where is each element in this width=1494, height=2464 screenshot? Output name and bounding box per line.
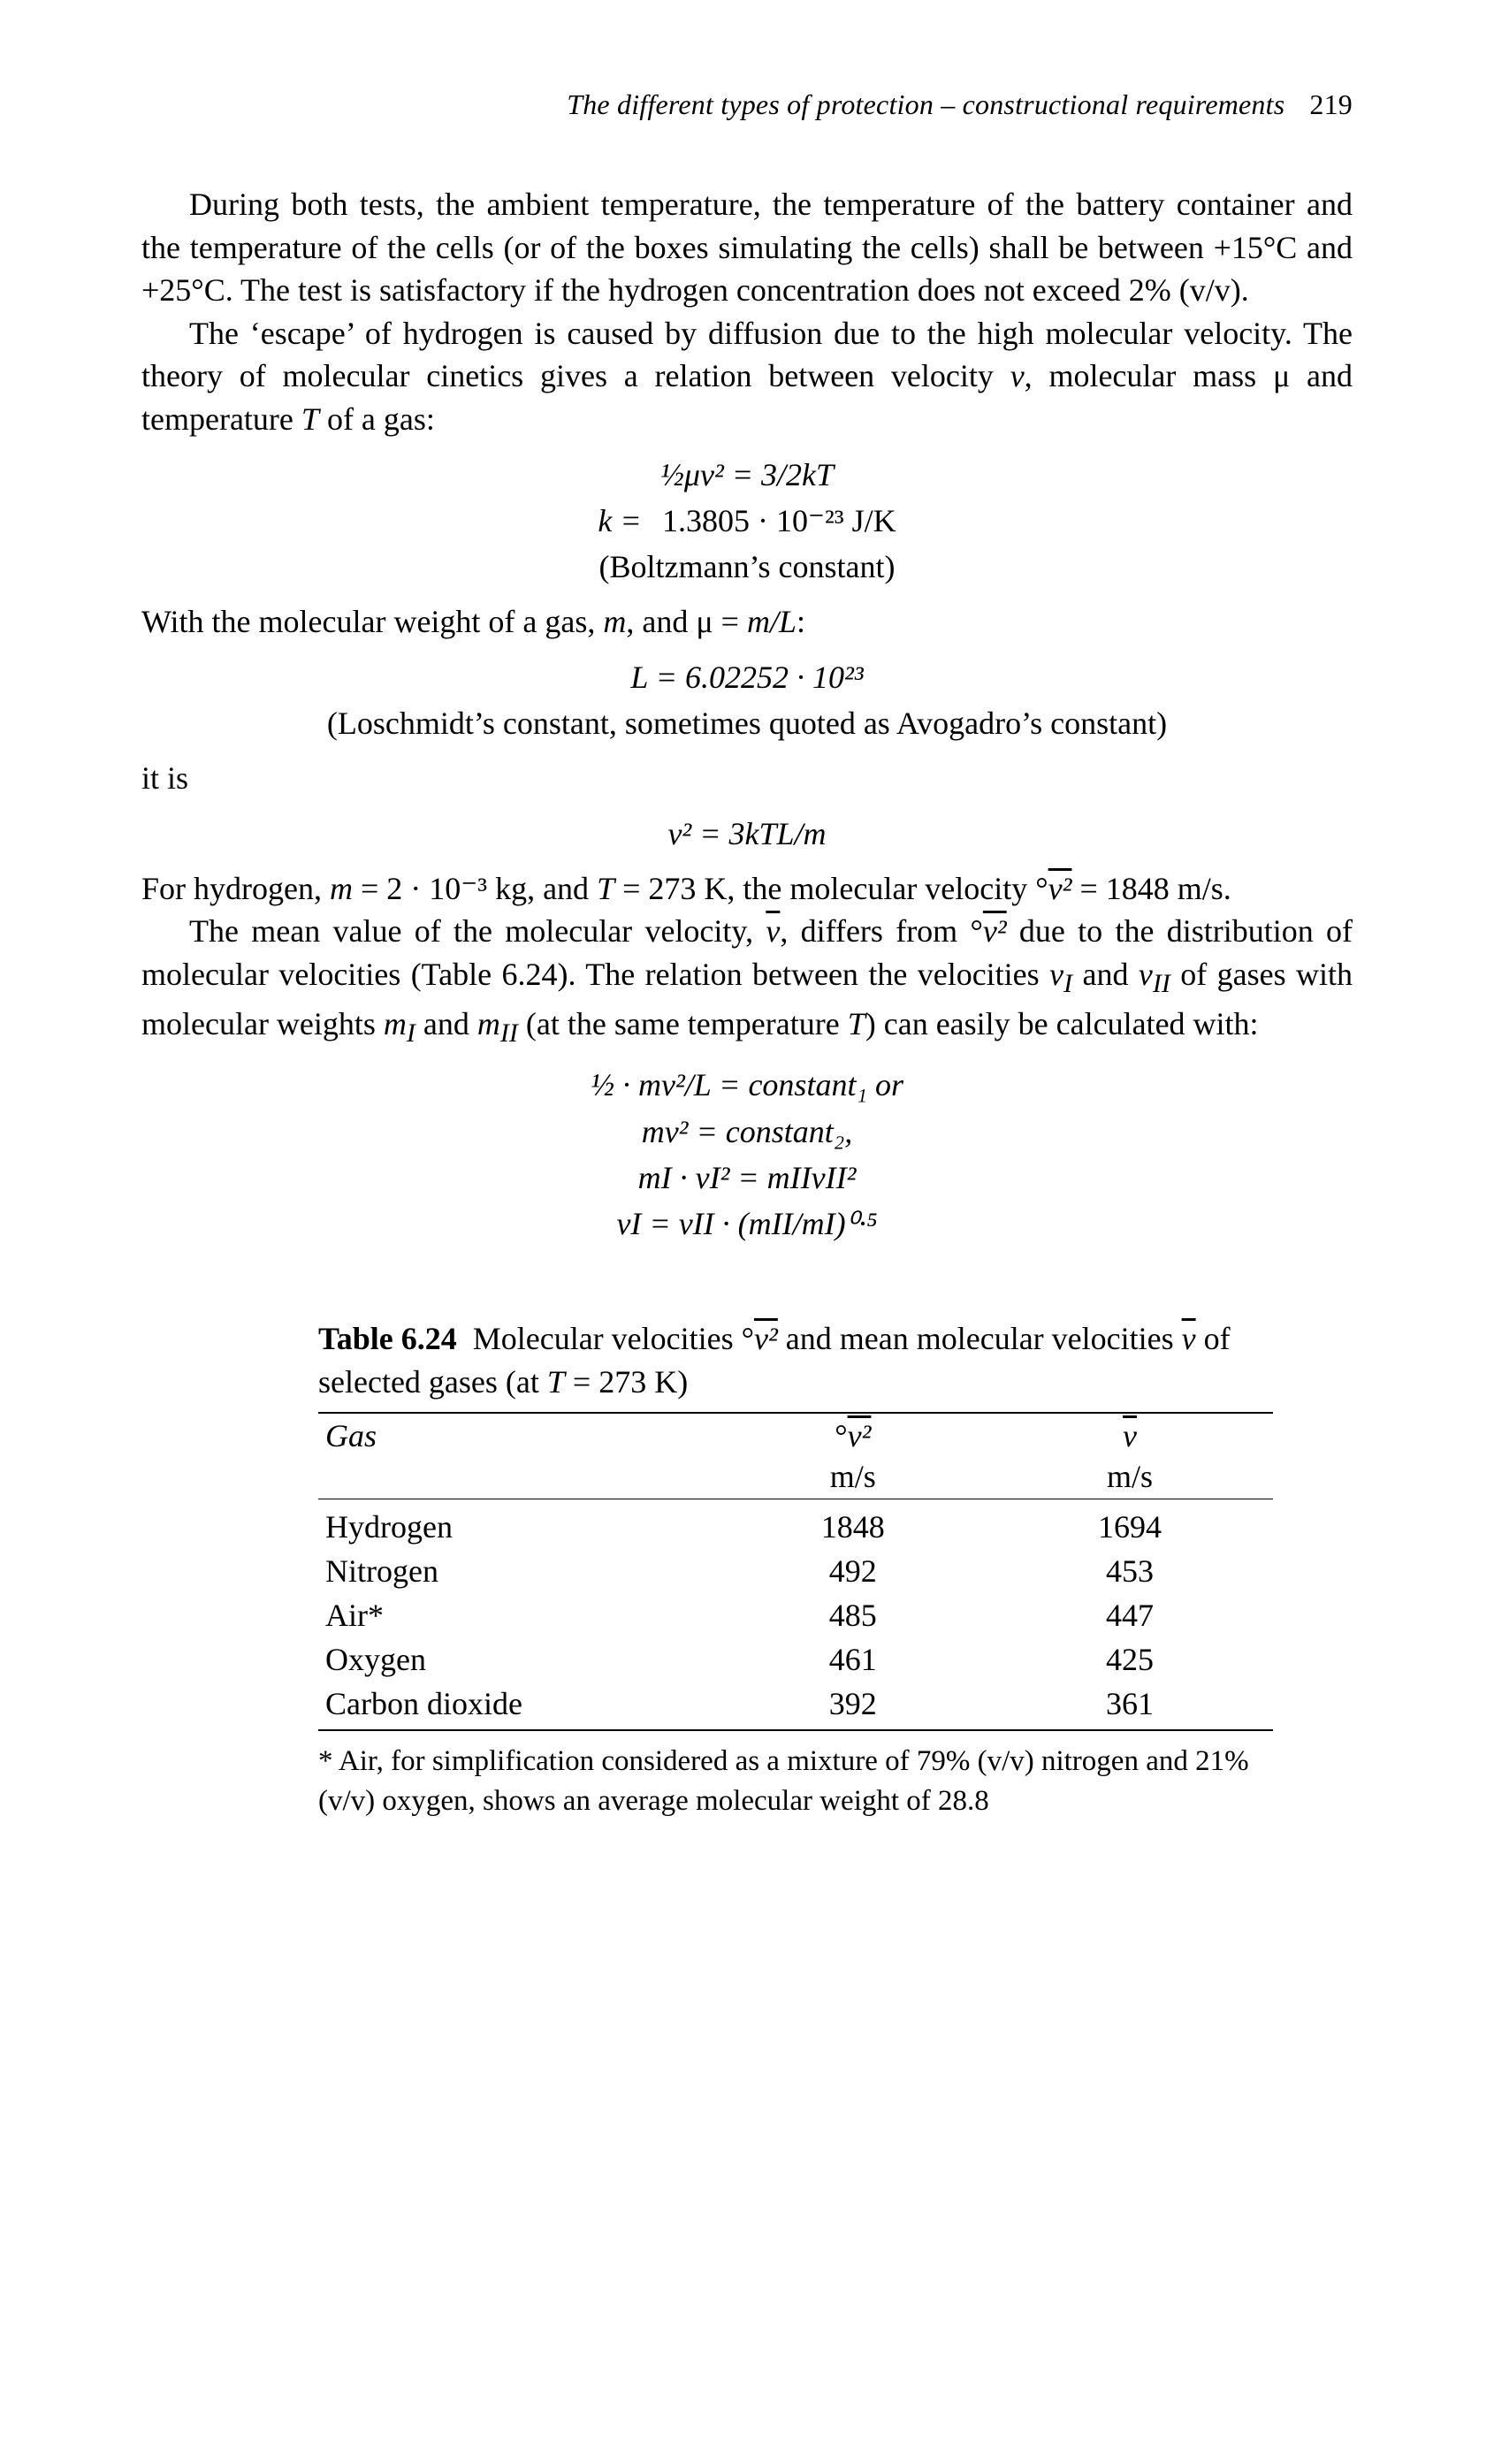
- symbol-T: T: [301, 401, 319, 437]
- table-row: Nitrogen492453: [318, 1549, 1273, 1593]
- paragraph-2c: of a gas:: [319, 401, 435, 437]
- cell-gas: Oxygen: [318, 1637, 720, 1682]
- paragraph-5g: (at the same temperature: [518, 1006, 848, 1041]
- cell-v2: 492: [720, 1549, 987, 1593]
- equation-block-3: v² = 3kTL/m: [141, 811, 1353, 857]
- running-header: The different types of protection – cons…: [141, 88, 1353, 121]
- symbol-T-2: T: [597, 871, 614, 906]
- cell-v2: 392: [720, 1682, 987, 1730]
- cell-v2: 461: [720, 1637, 987, 1682]
- table-caption-T: T: [547, 1364, 565, 1400]
- paragraph-5h: ) can easily be calculated with:: [865, 1006, 1259, 1041]
- col-header-v: v: [987, 1413, 1273, 1458]
- col-header-v-unit: m/s: [987, 1458, 1273, 1499]
- equation-block-2: L = 6.02252 · 10²³ (Loschmidt’s constant…: [141, 654, 1353, 746]
- running-title: The different types of protection – cons…: [567, 88, 1284, 120]
- symbol-m: m: [603, 604, 626, 639]
- table-header-row-1: Gas °v² v: [318, 1413, 1273, 1458]
- paragraph-3a: With the molecular weight of a gas,: [141, 604, 603, 639]
- symbol-v: v: [1010, 358, 1025, 393]
- table-caption-v2: v²: [754, 1321, 778, 1356]
- table-row: Carbon dioxide392361: [318, 1682, 1273, 1730]
- symbol-vI: vI: [1049, 957, 1072, 992]
- col-header-gas: Gas: [318, 1413, 720, 1458]
- paragraph-5f: and: [415, 1006, 477, 1041]
- table-row: Oxygen461425: [318, 1637, 1273, 1682]
- table-caption-b: and mean molecular velocities: [778, 1321, 1182, 1356]
- paragraph-1: During both tests, the ambient temperatu…: [141, 183, 1353, 312]
- eq1-line2-rhs: 1.3805 · 10⁻²³ J/K: [662, 503, 896, 538]
- symbol-v2bar-2: v²: [983, 913, 1007, 949]
- table-caption-d: = 273 K): [565, 1364, 688, 1400]
- paragraph-4: For hydrogen, m = 2 · 10⁻³ kg, and T = 2…: [141, 867, 1353, 911]
- cell-v: 361: [987, 1682, 1273, 1730]
- paragraph-3c: :: [797, 604, 805, 639]
- cell-v2: 485: [720, 1593, 987, 1637]
- paragraph-5b: , differs from °: [780, 913, 983, 949]
- table-caption-vbar: v: [1182, 1321, 1196, 1356]
- paragraph-5d: and: [1072, 957, 1139, 992]
- table-body: Hydrogen18481694Nitrogen492453Air*485447…: [318, 1499, 1273, 1731]
- eq4-line2: mv² = constant₂,: [141, 1109, 1353, 1155]
- paragraph-3b: , and μ =: [626, 604, 747, 639]
- eq1-line1: ½μv² = 3/2kT: [660, 457, 834, 492]
- it-is-line: it is: [141, 757, 1353, 800]
- cell-gas: Hydrogen: [318, 1499, 720, 1550]
- paragraph-3: With the molecular weight of a gas, m, a…: [141, 600, 1353, 644]
- symbol-T-3: T: [848, 1006, 865, 1041]
- table-footnote: * Air, for simplification considered as …: [318, 1742, 1273, 1820]
- equation-block-4: ½ · mv²/L = constant₁ or mv² = constant₂…: [141, 1062, 1353, 1247]
- page: The different types of protection – cons…: [0, 0, 1494, 2464]
- eq1-line2-lhs: k =: [598, 503, 641, 538]
- table-6-24: Table 6.24 Molecular velocities °v² and …: [318, 1317, 1273, 1820]
- eq4-line1: ½ · mv²/L = constant₁ or: [141, 1062, 1353, 1108]
- symbol-mL: m/L: [747, 604, 797, 639]
- paragraph-4b: = 2 · 10⁻³ kg, and: [353, 871, 597, 906]
- cell-v: 453: [987, 1549, 1273, 1593]
- symbol-mI: mI: [384, 1006, 415, 1041]
- eq2-line2: (Loschmidt’s constant, sometimes quoted …: [141, 700, 1353, 746]
- col-header-v2: °v²: [720, 1413, 987, 1458]
- eq4-line3: mI · vI² = mIIvII²: [141, 1155, 1353, 1201]
- paragraph-4d: = 1848 m/s.: [1071, 871, 1231, 906]
- table-caption-label: Table 6.24: [318, 1321, 457, 1356]
- cell-v2: 1848: [720, 1499, 987, 1550]
- symbol-m-2: m: [330, 871, 353, 906]
- eq2-line1: L = 6.02252 · 10²³: [141, 654, 1353, 700]
- table-header-row-2: m/s m/s: [318, 1458, 1273, 1499]
- cell-gas: Nitrogen: [318, 1549, 720, 1593]
- paragraph-2: The ‘escape’ of hydrogen is caused by di…: [141, 312, 1353, 441]
- paragraph-5: The mean value of the molecular velocity…: [141, 910, 1353, 1051]
- paragraph-4a: For hydrogen,: [141, 871, 330, 906]
- table-data: Gas °v² v m/s m/s Hydrogen18481694Nitrog…: [318, 1412, 1273, 1731]
- cell-v: 425: [987, 1637, 1273, 1682]
- eq3: v² = 3kTL/m: [141, 811, 1353, 857]
- cell-v: 1694: [987, 1499, 1273, 1550]
- col-header-v2-unit: m/s: [720, 1458, 987, 1499]
- eq4-line4: vI = vII · (mII/mI)⁰·⁵: [141, 1201, 1353, 1247]
- eq1-line3: (Boltzmann’s constant): [141, 544, 1353, 590]
- equation-block-1: ½μv² = 3/2kT k = 1.3805 · 10⁻²³ J/K (Bol…: [141, 452, 1353, 591]
- page-number: 219: [1309, 88, 1353, 120]
- paragraph-4c: = 273 K, the molecular velocity °: [614, 871, 1048, 906]
- symbol-mII: mII: [477, 1006, 518, 1041]
- cell-gas: Carbon dioxide: [318, 1682, 720, 1730]
- table-caption-a: Molecular velocities °: [473, 1321, 754, 1356]
- symbol-vbar: v: [766, 913, 780, 949]
- symbol-vII: vII: [1139, 957, 1170, 992]
- paragraph-5a: The mean value of the molecular velocity…: [189, 913, 766, 949]
- symbol-v2bar: v²: [1048, 871, 1072, 906]
- cell-gas: Air*: [318, 1593, 720, 1637]
- table-row: Air*485447: [318, 1593, 1273, 1637]
- table-head: Gas °v² v m/s m/s: [318, 1413, 1273, 1499]
- table-row: Hydrogen18481694: [318, 1499, 1273, 1550]
- col-header-gas-blank: [318, 1458, 720, 1499]
- cell-v: 447: [987, 1593, 1273, 1637]
- table-caption: Table 6.24 Molecular velocities °v² and …: [318, 1317, 1273, 1403]
